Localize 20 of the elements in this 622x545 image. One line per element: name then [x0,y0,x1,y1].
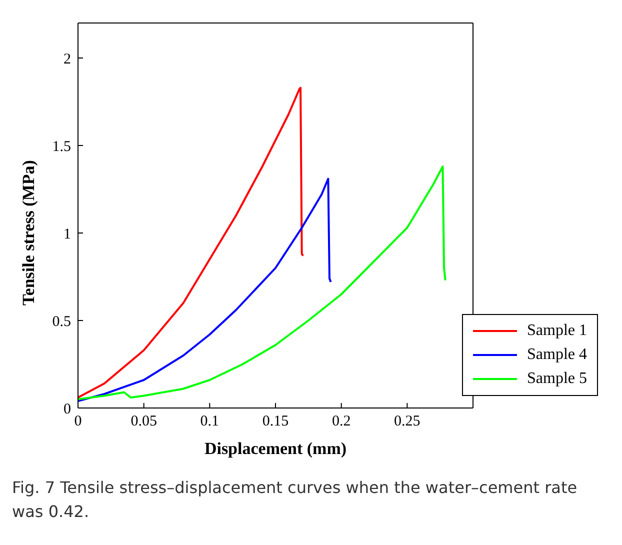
x-tick-label: 0.25 [394,414,420,430]
y-tick-label: 1.5 [52,138,71,155]
x-tick-label: 0.15 [262,414,289,430]
x-tick-label: 0.05 [130,414,157,430]
y-tick-label: 1 [64,226,71,242]
line-series [78,86,304,398]
x-axis-title: Displacement (mm) [204,439,347,458]
y-tick-label: 0 [64,401,71,418]
x-tick-label: 0.2 [332,414,351,430]
line-series [78,166,446,400]
caption: Fig. 7 Tensile stress–displacement curves when the water–cement rate was 0.42. [12,477,578,523]
x-tick-label: 0.1 [200,414,220,430]
y-tick-label: 0.5 [52,314,71,330]
line-series [78,178,332,402]
y-axis-title: Tensile stress (MPa) [19,160,38,306]
legend-label: Sample 4 [527,345,587,365]
y-tick-label: 2 [64,51,71,68]
legend-label: Sample 1 [527,321,587,341]
x-tick-label: 0 [74,414,82,430]
legend-label: Sample 5 [527,369,587,389]
